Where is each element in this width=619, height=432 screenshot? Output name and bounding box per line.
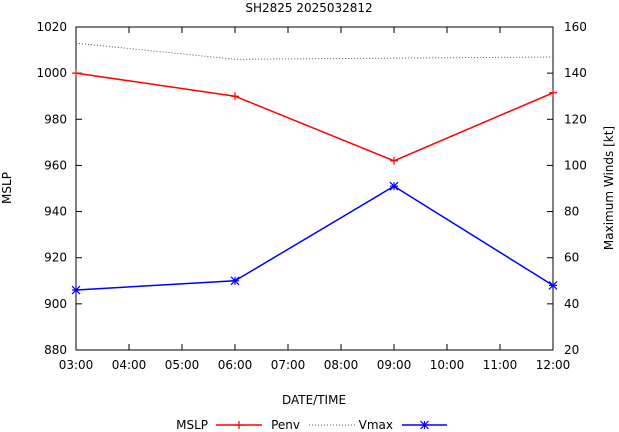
legend-label: Vmax — [359, 418, 393, 432]
y-tick-label: 940 — [44, 205, 67, 219]
x-axis-label: DATE/TIME — [282, 393, 346, 407]
y2-tick-label: 160 — [564, 20, 587, 34]
y2-axis-ticks: 20 40 60 80 100 120 140 160 — [547, 20, 587, 357]
y-axis-label: MSLP — [0, 172, 14, 204]
y-tick-label: 900 — [44, 297, 67, 311]
x-axis-ticks: 03:00 04:00 05:00 06:00 07:00 08:00 09:00 10:00… — [59, 27, 571, 372]
series-line — [75, 72, 554, 162]
y2-tick-label: 40 — [564, 297, 579, 311]
x-tick-label: 05:00 — [165, 358, 200, 372]
point-marker — [230, 276, 240, 286]
y2-tick-label: 140 — [564, 66, 587, 80]
chart-legend: MSLP Penv Vmax — [176, 418, 447, 432]
y2-tick-label: 100 — [564, 158, 587, 172]
y-tick-label: 920 — [44, 251, 67, 265]
y-tick-label: 1020 — [36, 20, 67, 34]
legend-label: MSLP — [176, 418, 208, 432]
series-penv — [75, 42, 554, 60]
y-tick-label: 880 — [44, 343, 67, 357]
y2-tick-label: 60 — [564, 251, 579, 265]
y2-tick-label: 20 — [564, 343, 579, 357]
x-tick-label: 12:00 — [536, 358, 571, 372]
x-tick-label: 03:00 — [59, 358, 94, 372]
y-tick-label: 1000 — [36, 66, 67, 80]
x-tick-label: 09:00 — [377, 358, 412, 372]
point-marker — [420, 420, 429, 430]
plot-frame — [75, 26, 554, 351]
point-marker — [548, 280, 558, 290]
x-tick-label: 10:00 — [430, 358, 465, 372]
x-tick-label: 08:00 — [324, 358, 359, 372]
x-tick-label: 04:00 — [112, 358, 147, 372]
series-line — [75, 42, 554, 60]
x-tick-label: 11:00 — [483, 358, 518, 372]
x-tick-label: 07:00 — [271, 358, 306, 372]
point-marker — [71, 285, 81, 295]
chart-series — [71, 42, 558, 295]
series-line — [75, 185, 554, 291]
chart-title: SH2825 2025032812 — [245, 1, 372, 15]
y2-tick-label: 120 — [564, 112, 587, 126]
y-tick-label: 980 — [44, 112, 67, 126]
y2-tick-label: 80 — [564, 205, 579, 219]
x-tick-label: 06:00 — [218, 358, 253, 372]
y-tick-label: 960 — [44, 158, 67, 172]
y2-axis-label: Maximum Winds [kt] — [602, 126, 616, 250]
y-axis-ticks: 880 900 920 940 960 980 1000 1020 — [36, 20, 82, 357]
series-vmax — [71, 181, 558, 295]
legend-label: Penv — [271, 418, 300, 432]
series-mslp — [72, 69, 557, 165]
point-marker — [389, 181, 399, 191]
